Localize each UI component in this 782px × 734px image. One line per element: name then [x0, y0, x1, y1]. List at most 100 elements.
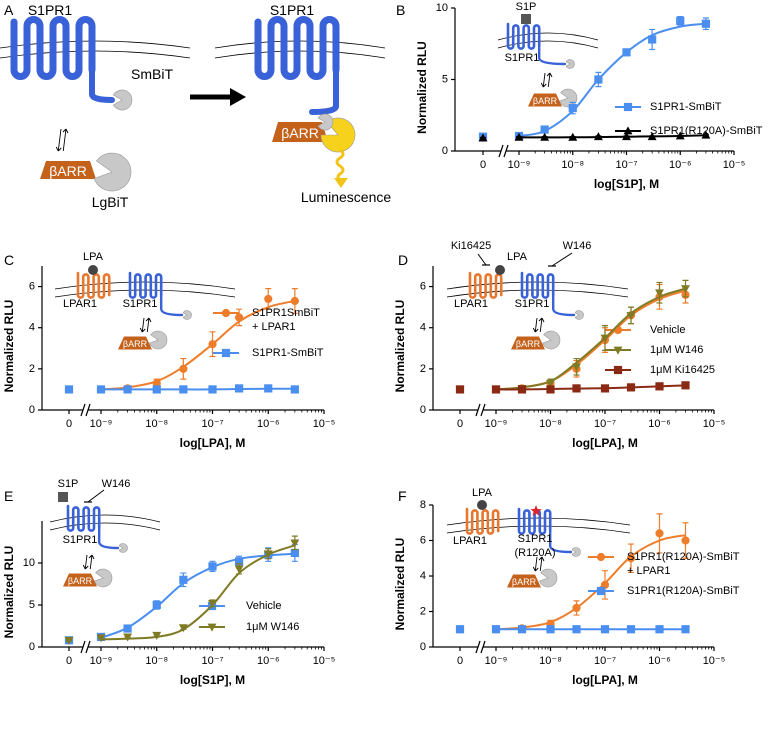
y-tick-label: 5 [29, 599, 35, 611]
panel-letter: A [4, 2, 14, 18]
receptor [506, 22, 541, 50]
inset-label: LPA [507, 251, 527, 263]
arrestin [272, 122, 328, 142]
y-tick-label: 4 [29, 322, 35, 334]
y-tick-label: 0 [29, 404, 35, 416]
data-point [540, 132, 550, 141]
panel-letter: B [396, 2, 406, 18]
data-point [96, 634, 106, 643]
axis-break [480, 403, 486, 417]
data-point [179, 364, 188, 373]
data-point [600, 625, 610, 634]
x-tick-label: 10⁻⁶ [257, 418, 280, 430]
fit-curve [518, 22, 707, 137]
data-point [600, 334, 610, 343]
data-point [655, 289, 664, 298]
equilibrium-arrow [538, 556, 545, 572]
data-point [152, 385, 161, 394]
x-tick-label: 10⁻⁷ [594, 418, 616, 430]
y-axis-label: Normalized RLU [415, 41, 429, 134]
y-tick-label: 0 [29, 641, 35, 653]
panel-letter: F [398, 488, 407, 504]
y-tick-label: 10 [23, 557, 35, 569]
x-axis-label: log[LPA], M [572, 436, 638, 450]
inset-label: Ki16425 [450, 240, 492, 252]
receptor-tail [309, 67, 339, 115]
y-tick-label: 6 [420, 534, 426, 546]
pacman [317, 113, 334, 131]
data-point [540, 125, 549, 134]
legend-marker [623, 102, 633, 112]
data-point [179, 385, 188, 394]
axis-break [475, 640, 481, 654]
data-point [455, 385, 465, 394]
arrestin [528, 93, 562, 107]
x-tick-label: 10⁻⁹ [508, 159, 531, 171]
inset-label: S1PR1 [504, 52, 540, 64]
legend-marker [596, 586, 606, 596]
data-point [647, 132, 657, 141]
data-point [290, 385, 299, 394]
legend-marker [596, 552, 606, 562]
process-arrow-head [230, 88, 246, 106]
inset-label: βARR [67, 576, 93, 586]
equilibrium-arrow [139, 317, 146, 333]
data-point [234, 565, 244, 574]
legend-label: 1μM Ki16425 [650, 364, 716, 376]
ligand [495, 265, 505, 275]
inset-label: LPA [472, 487, 492, 499]
y-tick-label: 2 [420, 363, 426, 375]
membrane [446, 517, 631, 526]
receptor [10, 16, 96, 80]
y-tick-label: 0 [442, 145, 448, 157]
y-tick-label: 5 [442, 73, 448, 85]
data-point [622, 132, 631, 141]
inset-label: W146 [562, 240, 592, 252]
equilibrium-arrow [532, 317, 539, 333]
inset-label: βARR [511, 577, 537, 587]
y-tick-label: 6 [29, 280, 35, 292]
data-point [655, 382, 664, 391]
y-axis-label: Normalized RLU [393, 300, 407, 393]
diagram-label: S1PR1 [27, 2, 73, 18]
legend-label: Vehicle [246, 600, 282, 612]
x-axis-label: log[LPA], M [180, 436, 246, 450]
x-tick-label: 10⁻⁶ [257, 655, 280, 667]
data-point [152, 600, 161, 610]
axis-break [85, 403, 91, 417]
x-tick-label: 10⁻⁵ [703, 655, 726, 667]
inhibitor [551, 252, 573, 267]
data-point [290, 296, 299, 306]
inset-label: βARR [532, 96, 558, 106]
data-point [572, 363, 581, 372]
equilibrium-arrow [546, 72, 553, 88]
axis-break [480, 640, 486, 654]
membrane [49, 522, 161, 531]
ligand [88, 265, 98, 275]
x-tick-label: 0 [457, 418, 463, 430]
equilibrium-arrow [532, 556, 539, 572]
x-tick-label: 10⁻⁵ [313, 655, 336, 667]
x-tick-label: 10⁻⁷ [615, 159, 637, 171]
equilibrium-arrow [538, 317, 545, 333]
data-point [546, 379, 555, 388]
receptor [254, 16, 340, 80]
y-tick-label: 6 [420, 280, 426, 292]
x-tick-label: 10⁻⁶ [648, 655, 671, 667]
pacman [112, 89, 133, 111]
y-tick-label: 2 [29, 363, 35, 375]
data-point [208, 599, 217, 608]
data-point [123, 633, 133, 642]
diagram-label: βARR [281, 125, 319, 141]
arrestin [118, 336, 152, 350]
data-point [572, 603, 581, 613]
data-point [568, 132, 578, 141]
inset-label: S1PR1 [514, 298, 550, 310]
x-axis-label: log[LPA], M [572, 673, 638, 687]
data-point [208, 385, 217, 394]
data-point [676, 16, 685, 25]
data-point [546, 625, 555, 634]
x-tick-label: 10⁻⁹ [90, 655, 113, 667]
y-axis-label: Normalized RLU [2, 300, 16, 393]
